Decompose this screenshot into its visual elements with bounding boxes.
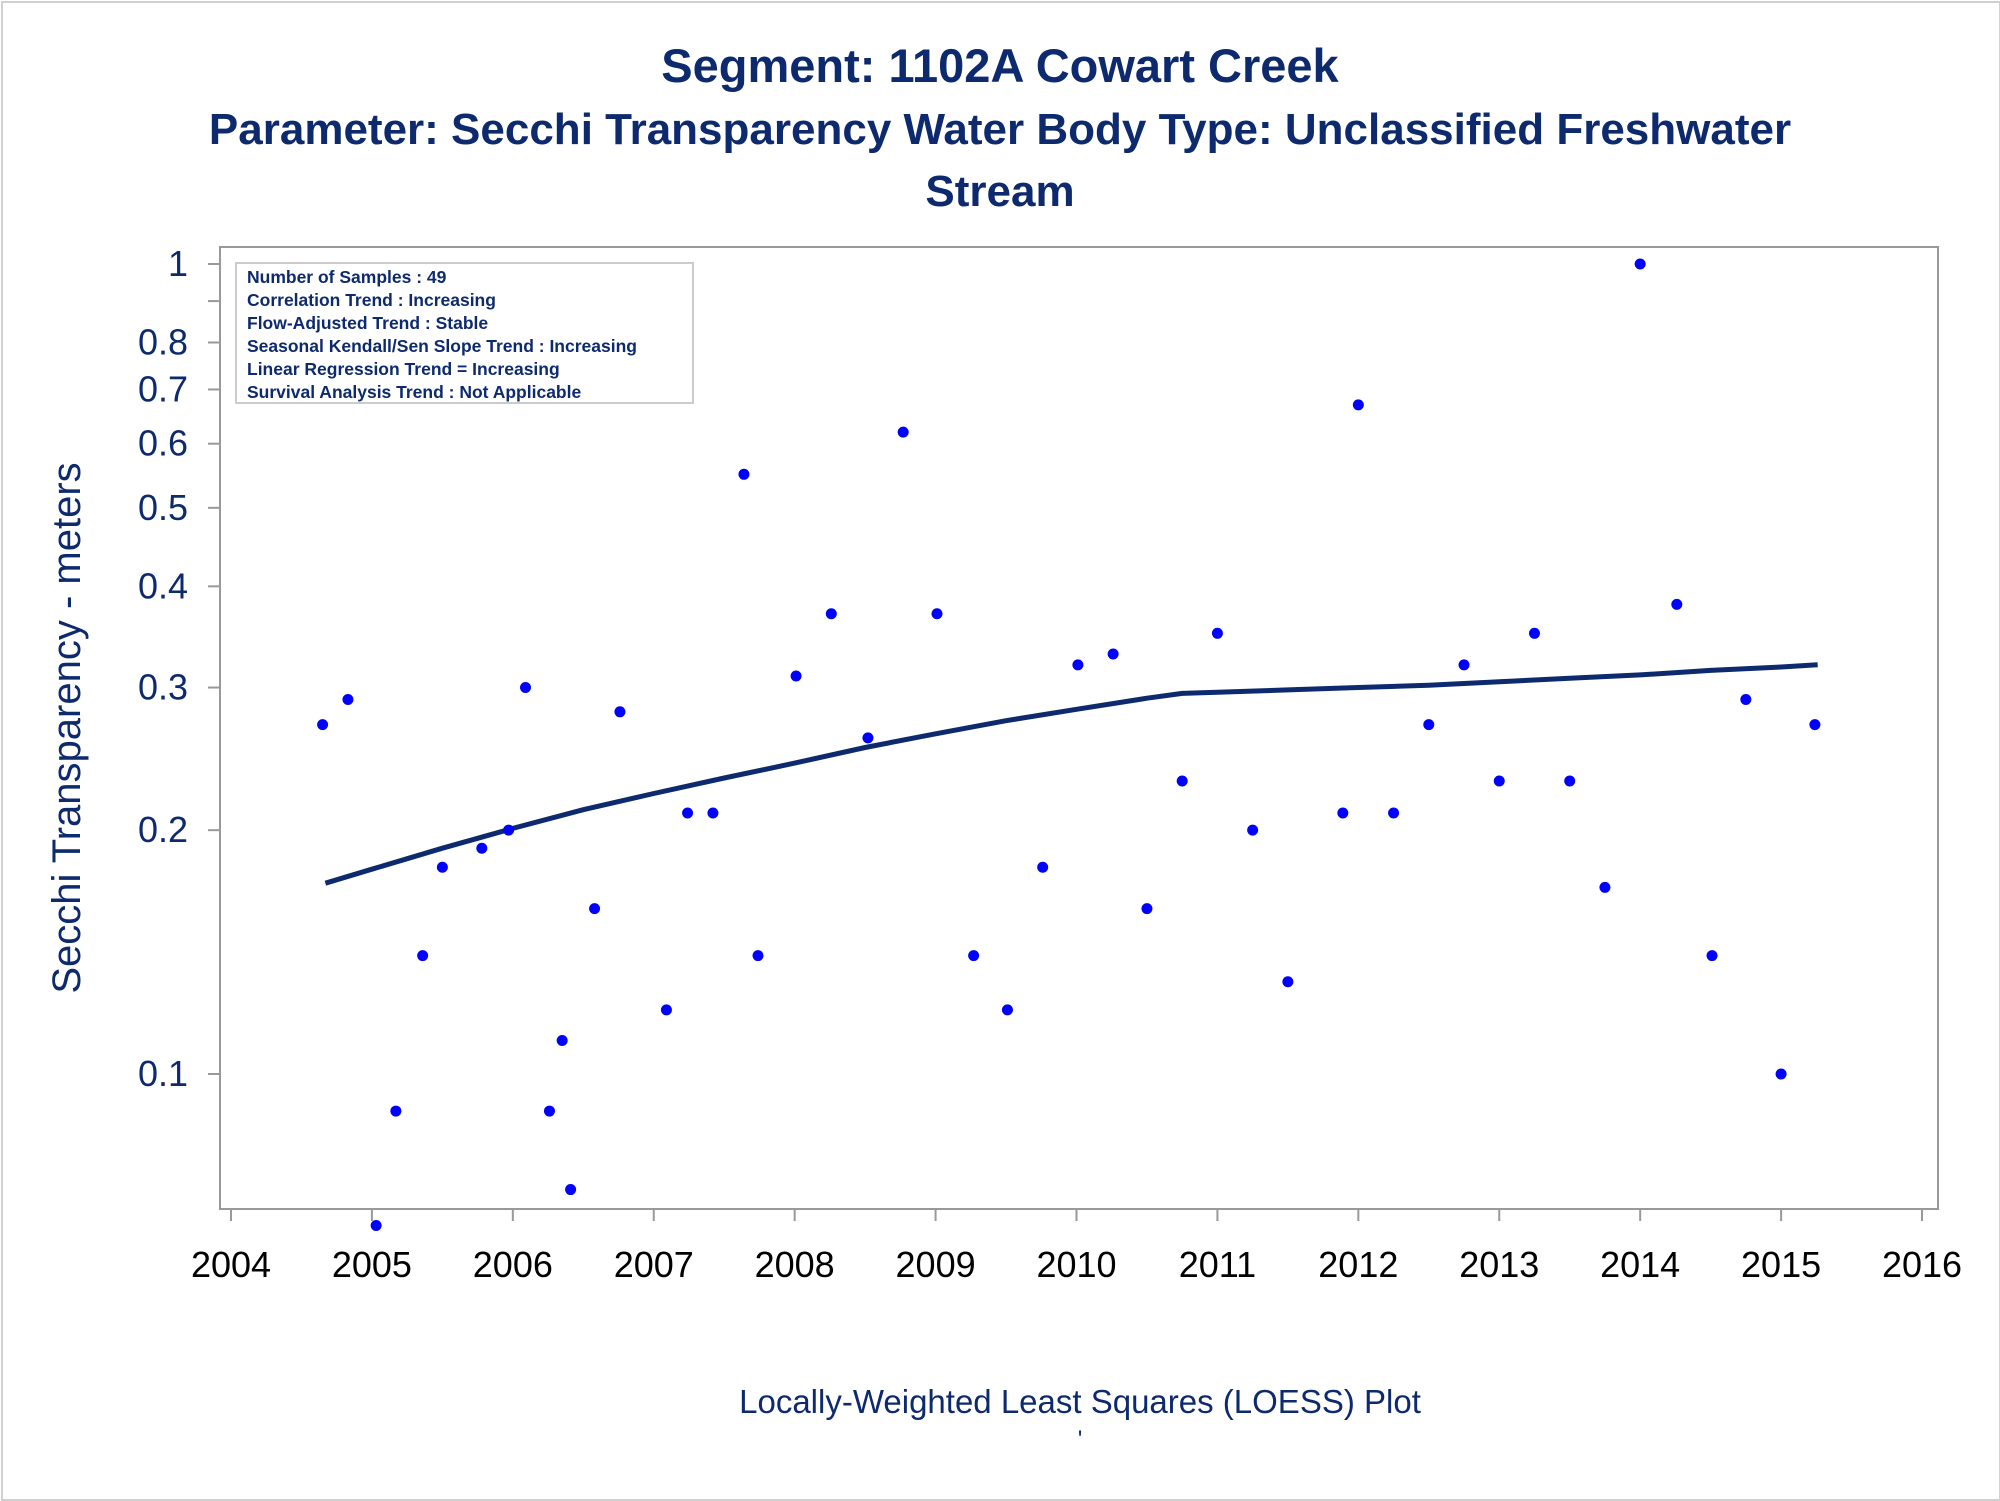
data-point [1564,775,1576,787]
x-tick-label: 2013 [1459,1244,1539,1285]
chart-subtitle-line2: Stream [925,167,1075,216]
data-point [752,950,764,962]
data-point [707,807,719,819]
data-point [1493,775,1505,787]
data-point [1809,719,1821,731]
x-tick-label: 2006 [473,1244,553,1285]
footnote: Locally-Weighted Least Squares (LOESS) P… [739,1383,1421,1420]
data-point [968,950,980,962]
data-point [436,861,448,873]
data-point [660,1004,672,1016]
y-tick-label: 0.8 [138,321,188,362]
stats-inset-line: Survival Analysis Trend : Not Applicable [247,382,581,402]
x-tick-label: 2007 [614,1244,694,1285]
data-point [417,950,429,962]
data-point [1423,719,1435,731]
loess-curve [324,662,1818,886]
loess-layer [324,662,1818,886]
data-point [317,719,329,731]
data-point [1740,693,1752,705]
data-point [520,682,532,694]
data-point [503,824,515,836]
x-tick-label: 2010 [1036,1244,1116,1285]
data-point [1528,627,1540,639]
data-point [1634,258,1646,270]
data-point [370,1220,382,1232]
data-point [1037,861,1049,873]
data-point [1775,1068,1787,1080]
points-layer [317,258,1821,1232]
y-tick-label: 0.4 [138,565,188,606]
data-point [682,807,694,819]
data-point [1211,627,1223,639]
y-tick-label: 0.7 [138,368,188,409]
y-tick-label: 0.5 [138,487,188,528]
x-tick-label: 2009 [896,1244,976,1285]
x-tick-label: 2016 [1882,1244,1962,1285]
data-point [565,1184,577,1196]
data-point [1176,775,1188,787]
data-point [1671,598,1683,610]
data-point [1072,659,1084,671]
data-point [1352,399,1364,411]
x-tick-label: 2008 [755,1244,835,1285]
data-point [476,842,488,854]
stats-inset: Number of Samples : 49 Correlation Trend … [235,262,694,404]
data-point [543,1105,555,1117]
stats-inset-line: Flow-Adjusted Trend : Stable [247,313,488,333]
data-point [931,608,943,620]
data-point [614,706,626,718]
data-point [1141,903,1153,915]
data-point [1001,1004,1013,1016]
stats-inset-line: Correlation Trend : Increasing [247,290,496,310]
x-tick-label: 2015 [1741,1244,1821,1285]
chart-subtitle-line1: Parameter: Secchi Transparency Water Bod… [208,105,1792,154]
stats-inset-line: Number of Samples : 49 [247,267,447,287]
footnote-mark: ' [1078,1426,1083,1453]
data-point [589,903,601,915]
data-point [1706,950,1718,962]
data-point [862,732,874,744]
stats-inset-box [235,262,694,404]
x-tick-label: 2011 [1179,1244,1256,1285]
chart-title: Segment: 1102A Cowart Creek [661,39,1339,92]
data-point [1388,807,1400,819]
data-point [790,670,802,682]
data-point [825,608,837,620]
data-point [1247,824,1259,836]
y-axis: 0.1 0.2 0.3 0.4 0.5 0.6 0.7 0.8 1 [138,243,220,1094]
data-point [342,693,354,705]
data-point [1282,976,1294,988]
x-tick-label: 2014 [1600,1244,1680,1285]
data-point [556,1034,568,1046]
data-point [390,1105,402,1117]
data-point [1458,659,1470,671]
x-tick-label: 2012 [1318,1244,1398,1285]
x-axis: 2004 2005 2006 2007 2008 2009 2010 2011 2012 2013… [191,1209,1962,1285]
data-point [1337,807,1349,819]
y-tick-label: 0.3 [138,667,188,708]
y-tick-label: 1 [168,243,188,284]
x-tick-label: 2005 [332,1244,412,1285]
y-tick-label: 0.6 [138,423,188,464]
y-tick-label: 0.2 [138,809,188,850]
y-axis-title: Secchi Transparency - meters [45,462,89,993]
stats-inset-line: Linear Regression Trend = Increasing [247,359,560,379]
data-point [1599,881,1611,893]
stats-inset-line: Seasonal Kendall/Sen Slope Trend : Incre… [247,336,637,356]
y-tick-label: 0.1 [138,1053,188,1094]
x-tick-label: 2004 [191,1244,271,1285]
data-point [738,468,750,480]
data-point [897,426,909,438]
data-point [1107,648,1119,660]
plot-area [219,246,1939,1210]
